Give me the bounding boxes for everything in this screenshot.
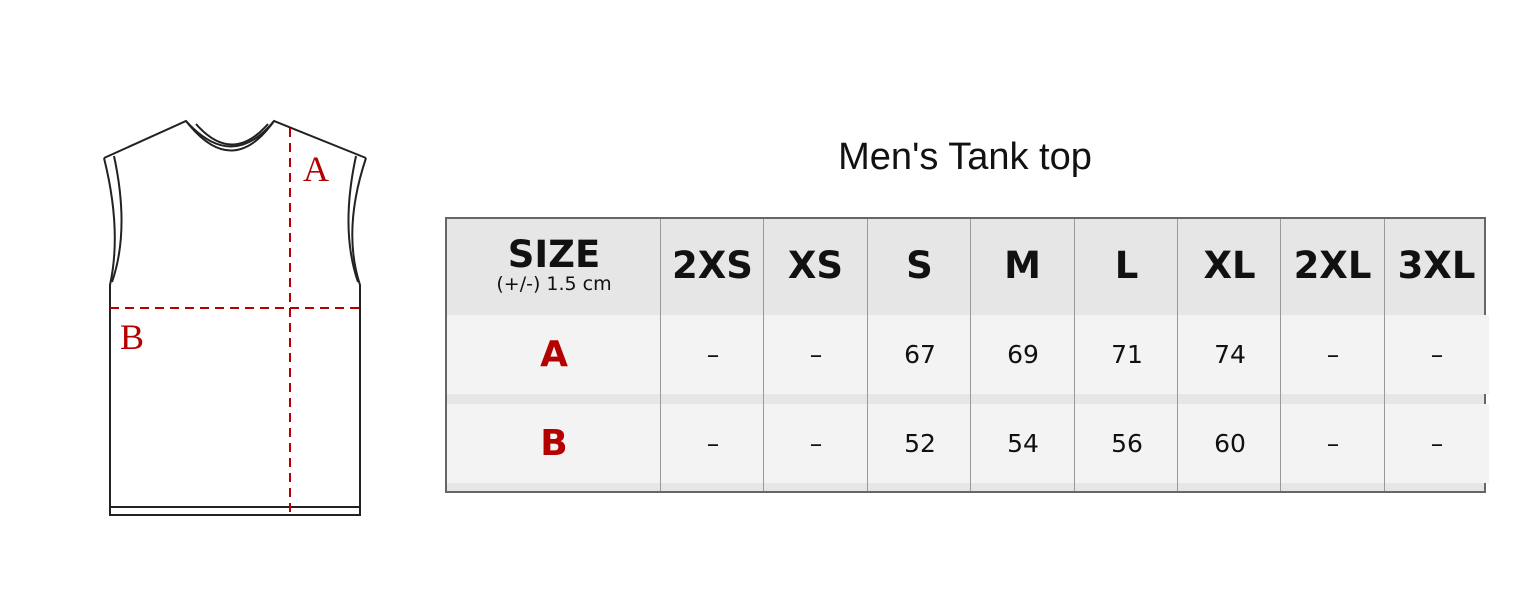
measurement-cell: 71	[1075, 315, 1179, 394]
measurement-cell: 67	[868, 315, 972, 394]
measurement-cell: –	[764, 404, 868, 483]
measurement-cell: 52	[868, 404, 972, 483]
measure-label-a: A	[303, 149, 329, 189]
column-divider	[867, 219, 868, 491]
column-divider	[763, 219, 764, 491]
size-column-header: S	[906, 243, 933, 287]
size-column-header: 2XL	[1293, 243, 1372, 287]
column-divider	[1074, 219, 1075, 491]
column-divider	[1384, 219, 1385, 491]
measurement-cell: 69	[971, 315, 1075, 394]
size-column-header: 2XS	[672, 243, 753, 287]
measurement-cell: 74	[1178, 315, 1282, 394]
size-column-header: L	[1114, 243, 1139, 287]
size-column-header: 3XL	[1397, 243, 1476, 287]
size-header: SIZE (+/-) 1.5 cm	[447, 219, 661, 317]
measure-label-b: B	[120, 317, 144, 357]
size-column-header: XS	[787, 243, 844, 287]
measurement-cell: –	[661, 315, 765, 394]
chart-title: Men's Tank top	[838, 136, 1092, 178]
tank-top-diagram: A B	[103, 119, 367, 516]
tolerance-label: (+/-) 1.5 cm	[496, 273, 612, 295]
measurement-cell: –	[1281, 404, 1385, 483]
column-divider	[1177, 219, 1178, 491]
column-divider	[970, 219, 971, 491]
measurement-cell: –	[661, 404, 765, 483]
size-column-header: M	[1004, 243, 1041, 287]
row-label: B	[447, 404, 661, 483]
measurement-cell: 56	[1075, 404, 1179, 483]
measurement-cell: –	[1281, 315, 1385, 394]
size-header-label: SIZE	[507, 233, 601, 276]
size-table: SIZE (+/-) 1.5 cm 2XS XS S M L XL 2XL 3XL A – –67 6…	[445, 217, 1489, 493]
column-divider	[1280, 219, 1281, 491]
column-divider	[660, 219, 661, 491]
measurement-cell: 54	[971, 404, 1075, 483]
size-column-header: XL	[1203, 243, 1256, 287]
measurement-cell: –	[764, 315, 868, 394]
row-label: A	[447, 315, 661, 394]
measurement-cell: –	[1385, 404, 1489, 483]
measurement-cell: 60	[1178, 404, 1282, 483]
measurement-cell: –	[1385, 315, 1489, 394]
